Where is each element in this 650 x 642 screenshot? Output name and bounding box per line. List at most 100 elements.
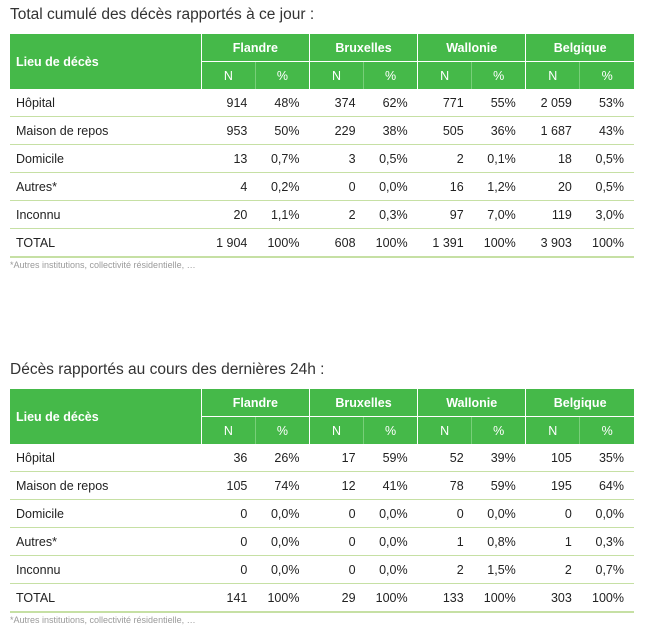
percent-cell: 41%	[363, 471, 418, 500]
last-24h-footnote: *Autres institutions, collectivité résid…	[10, 615, 196, 625]
table-row: TOTAL 141 100% 29 100% 133 100% 303 100%	[10, 583, 634, 613]
row-label: Autres*	[10, 172, 202, 201]
table-row: Hôpital 914 48% 374 62% 771 55% 2 059 53%	[10, 89, 634, 117]
percent-cell: 53%	[579, 89, 634, 117]
count-cell: 229	[309, 116, 364, 145]
table-row: Domicile 0 0,0% 0 0,0% 0 0,0% 0 0,0%	[10, 499, 634, 528]
count-cell: 195	[525, 471, 580, 500]
percent-cell: 26%	[255, 444, 310, 472]
percent-cell: 100%	[471, 583, 526, 613]
percent-cell: 55%	[471, 89, 526, 117]
count-cell: 0	[309, 527, 364, 556]
percent-cell: 0,5%	[579, 144, 634, 173]
count-cell: 2	[417, 144, 472, 173]
count-cell: 0	[201, 499, 256, 528]
percent-cell: 50%	[255, 116, 310, 145]
percent-cell: 3,0%	[579, 200, 634, 229]
last-24h-title: Décès rapportés au cours des dernières 2…	[10, 361, 325, 378]
table-row: Inconnu 0 0,0% 0 0,0% 2 1,5% 2 0,7%	[10, 555, 634, 584]
count-cell: 303	[525, 583, 580, 613]
count-cell: 36	[201, 444, 256, 472]
count-cell: 12	[309, 471, 364, 500]
last-24h-table-body: Hôpital 36 26% 17 59% 52 39% 105 35% Maison de re…	[10, 444, 634, 613]
row-label: Maison de repos	[10, 471, 202, 500]
cumulative-section: Total cumulé des décès rapportés à ce jo…	[10, 4, 634, 270]
row-label: Domicile	[10, 144, 202, 173]
cumulative-table-body: Hôpital 914 48% 374 62% 771 55% 2 059 53% Maison …	[10, 89, 634, 258]
sub-header-percent: %	[363, 61, 418, 89]
sub-header-n: N	[200, 416, 256, 444]
percent-cell: 48%	[255, 89, 310, 117]
percent-cell: 1,2%	[471, 172, 526, 201]
row-label: Hôpital	[10, 444, 202, 472]
percent-cell: 59%	[471, 471, 526, 500]
count-cell: 0	[525, 499, 580, 528]
table-row: Maison de repos 105 74% 12 41% 78 59% 195 64%	[10, 471, 634, 500]
count-cell: 20	[201, 200, 256, 229]
count-cell: 914	[201, 89, 256, 117]
percent-cell: 100%	[471, 228, 526, 258]
row-label: Inconnu	[10, 200, 202, 229]
count-cell: 78	[417, 471, 472, 500]
sub-header-percent: %	[579, 61, 634, 89]
sub-header-n: N	[200, 61, 256, 89]
count-cell: 771	[417, 89, 472, 117]
count-cell: 1	[417, 527, 472, 556]
percent-cell: 0,0%	[255, 555, 310, 584]
count-cell: 1	[525, 527, 580, 556]
row-label: TOTAL	[10, 583, 202, 613]
sub-header-percent: %	[471, 416, 526, 444]
region-header-bruxelles: Bruxelles	[308, 389, 418, 417]
percent-cell: 0,0%	[579, 499, 634, 528]
count-cell: 18	[525, 144, 580, 173]
sub-header-n: N	[308, 61, 364, 89]
count-cell: 0	[417, 499, 472, 528]
percent-cell: 0,7%	[255, 144, 310, 173]
percent-cell: 0,5%	[363, 144, 418, 173]
count-cell: 133	[417, 583, 472, 613]
percent-cell: 0,0%	[363, 172, 418, 201]
percent-cell: 36%	[471, 116, 526, 145]
region-header-flandre: Flandre	[200, 389, 310, 417]
sub-header-percent: %	[471, 61, 526, 89]
percent-cell: 1,1%	[255, 200, 310, 229]
region-header-flandre: Flandre	[200, 34, 310, 62]
sub-header-percent: %	[579, 416, 634, 444]
count-cell: 20	[525, 172, 580, 201]
count-cell: 1 687	[525, 116, 580, 145]
percent-cell: 43%	[579, 116, 634, 145]
percent-cell: 7,0%	[471, 200, 526, 229]
percent-cell: 0,5%	[579, 172, 634, 201]
table-row: Autres* 0 0,0% 0 0,0% 1 0,8% 1 0,3%	[10, 527, 634, 556]
count-cell: 3	[309, 144, 364, 173]
percent-cell: 0,7%	[579, 555, 634, 584]
percent-cell: 100%	[579, 583, 634, 613]
sub-header-n: N	[525, 61, 580, 89]
count-cell: 13	[201, 144, 256, 173]
region-header-bruxelles: Bruxelles	[308, 34, 418, 62]
count-cell: 2	[309, 200, 364, 229]
row-label: Domicile	[10, 499, 202, 528]
percent-cell: 0,3%	[363, 200, 418, 229]
percent-cell: 74%	[255, 471, 310, 500]
percent-cell: 0,3%	[579, 527, 634, 556]
count-cell: 105	[525, 444, 580, 472]
row-label: TOTAL	[10, 228, 202, 258]
percent-cell: 100%	[579, 228, 634, 258]
sub-header-n: N	[417, 416, 472, 444]
sub-header-n: N	[417, 61, 472, 89]
count-cell: 0	[201, 527, 256, 556]
table-row: Inconnu 20 1,1% 2 0,3% 97 7,0% 119 3,0%	[10, 200, 634, 229]
count-cell: 0	[309, 499, 364, 528]
region-header-wallonie: Wallonie	[417, 389, 526, 417]
percent-cell: 0,0%	[363, 499, 418, 528]
count-cell: 16	[417, 172, 472, 201]
cumulative-footnote: *Autres institutions, collectivité résid…	[10, 260, 196, 270]
last-24h-table: Lieu de décès Flandre Bruxelles Wallonie…	[10, 389, 634, 613]
count-cell: 97	[417, 200, 472, 229]
count-cell: 52	[417, 444, 472, 472]
region-header-belgique: Belgique	[525, 389, 634, 417]
region-header-wallonie: Wallonie	[417, 34, 526, 62]
table-row: Autres* 4 0,2% 0 0,0% 16 1,2% 20 0,5%	[10, 172, 634, 201]
percent-cell: 1,5%	[471, 555, 526, 584]
